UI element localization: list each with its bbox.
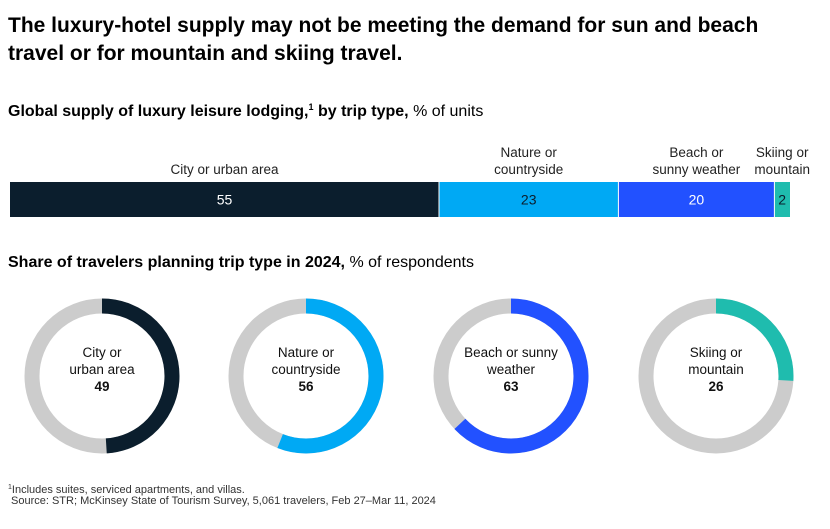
footnote-mark: 1 bbox=[8, 484, 12, 491]
donut-chart: Beach or sunny weather 63 bbox=[433, 298, 589, 454]
donut-label: Skiing or bbox=[690, 345, 743, 360]
chart-title-line-2: travel or for mountain and skiing travel… bbox=[8, 42, 403, 65]
donut-chart: Nature or countryside 56 bbox=[228, 298, 384, 454]
supply-heading-footnote-mark: 1 bbox=[308, 102, 314, 112]
donut-chart: City or urban area 49 bbox=[24, 298, 180, 454]
bar-value-label: 55 bbox=[217, 192, 233, 208]
share-chart-heading: Share of travelers planning trip type in… bbox=[8, 253, 474, 273]
donut-value: 26 bbox=[708, 379, 724, 394]
bar-value-label: 20 bbox=[689, 192, 705, 208]
bar-value-label: 23 bbox=[521, 192, 537, 208]
bar-segment bbox=[10, 182, 439, 217]
donut-arc bbox=[433, 298, 589, 454]
supply-stacked-bar-chart: 55 City or urban area 23 Nature or countrysi… bbox=[10, 145, 810, 217]
source-note: Source: STR; McKinsey State of Tourism S… bbox=[11, 495, 436, 507]
bar-category-label: mountain bbox=[754, 162, 810, 177]
bar-category-label: Skiing or bbox=[756, 145, 809, 160]
bar-category-label: countryside bbox=[494, 162, 563, 177]
supply-heading-bold-2: by trip type, bbox=[313, 103, 409, 120]
donut-label: mountain bbox=[688, 362, 744, 377]
bar-category-label: sunny weather bbox=[652, 162, 740, 177]
chart-title-line-1: The luxury-hotel supply may not be meeti… bbox=[8, 14, 759, 37]
chart-title: The luxury-hotel supply may not be meeti… bbox=[8, 12, 818, 68]
supply-chart-heading: Global supply of luxury leisure lodging,… bbox=[8, 97, 483, 122]
supply-heading-bold: Global supply of luxury leisure lodging, bbox=[8, 103, 309, 120]
footnote-text: Includes suites, serviced apartments, an… bbox=[11, 484, 245, 496]
donut-label: Nature or bbox=[278, 345, 335, 360]
donut-label: Beach or sunny bbox=[464, 345, 558, 360]
donut-label: countryside bbox=[271, 362, 340, 377]
bar-value-label: 2 bbox=[778, 192, 786, 208]
share-heading-bold: Share of travelers planning trip type in… bbox=[8, 254, 345, 271]
share-heading-unit: % of respondents bbox=[345, 254, 474, 271]
bar-segment bbox=[774, 182, 790, 217]
donut-label: urban area bbox=[69, 362, 135, 377]
donut-arc bbox=[638, 298, 794, 454]
footnote: 1Includes suites, serviced apartments, a… bbox=[8, 481, 245, 497]
donut-arc bbox=[24, 298, 180, 454]
supply-heading-unit: % of units bbox=[408, 103, 484, 120]
bar-segment bbox=[439, 182, 619, 217]
bar-category-label: Beach or bbox=[669, 145, 724, 160]
donut-label: City or bbox=[82, 345, 122, 360]
donut-arc bbox=[228, 298, 384, 454]
donut-label: weather bbox=[486, 362, 536, 377]
share-donut-charts: City or urban area 49 Nature or countryside 5… bbox=[24, 298, 794, 454]
bar-category-label: City or urban area bbox=[170, 162, 279, 177]
bar-segment bbox=[618, 182, 775, 217]
donut-chart: Skiing or mountain 26 bbox=[638, 298, 794, 454]
donut-value: 49 bbox=[94, 379, 109, 394]
bar-category-label: Nature or bbox=[501, 145, 558, 160]
donut-value: 63 bbox=[503, 379, 519, 394]
donut-value: 56 bbox=[298, 379, 314, 394]
